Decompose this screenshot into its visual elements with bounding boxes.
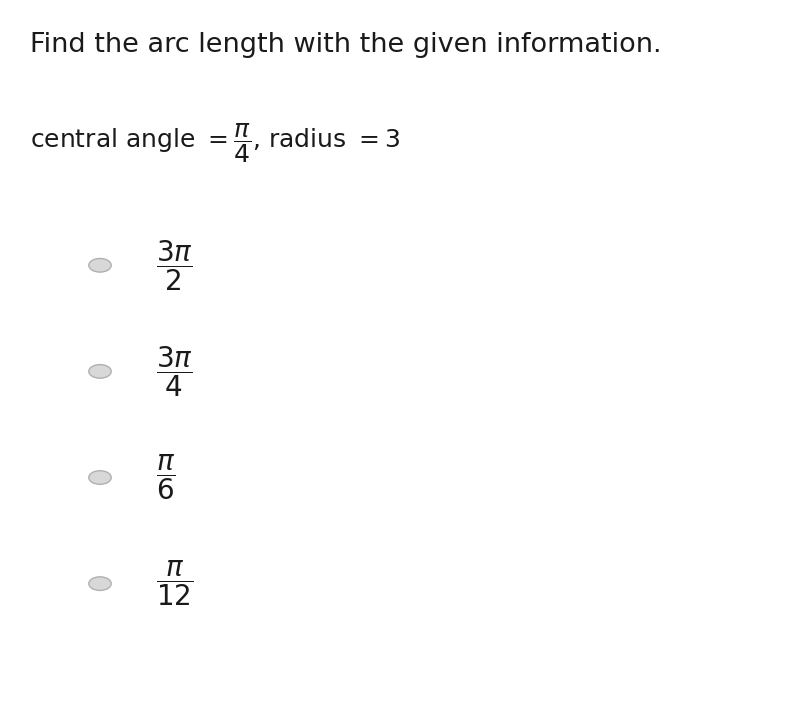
Ellipse shape xyxy=(89,576,111,590)
Ellipse shape xyxy=(89,364,111,379)
Text: central angle $= \dfrac{\pi}{4}$, radius $= 3$: central angle $= \dfrac{\pi}{4}$, radius… xyxy=(30,121,400,166)
Ellipse shape xyxy=(89,259,111,272)
Text: Find the arc length with the given information.: Find the arc length with the given infor… xyxy=(30,32,662,58)
Text: $\dfrac{\pi}{6}$: $\dfrac{\pi}{6}$ xyxy=(156,452,176,503)
Ellipse shape xyxy=(89,471,111,485)
Text: $\dfrac{3\pi}{2}$: $\dfrac{3\pi}{2}$ xyxy=(156,238,193,293)
Text: $\dfrac{\pi}{12}$: $\dfrac{\pi}{12}$ xyxy=(156,559,194,609)
Text: $\dfrac{3\pi}{4}$: $\dfrac{3\pi}{4}$ xyxy=(156,344,193,399)
